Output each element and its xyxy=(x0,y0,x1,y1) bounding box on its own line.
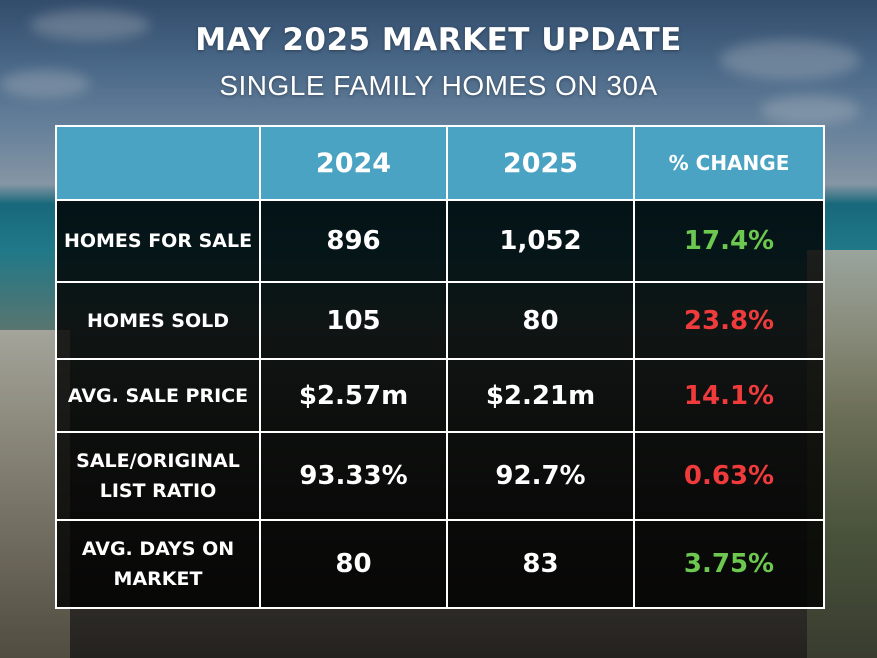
row-label: HOMES FOR SALE xyxy=(55,199,261,283)
percent-change: 14.1% xyxy=(633,358,825,433)
percent-change: 17.4% xyxy=(633,199,825,283)
cloud xyxy=(760,95,860,125)
cloud xyxy=(30,10,150,40)
value-2025: 1,052 xyxy=(446,199,635,283)
header-cell-2025: 2025 xyxy=(446,125,635,201)
value-2025: 83 xyxy=(446,519,635,609)
row-label: SALE/ORIGINAL LIST RATIO xyxy=(55,431,261,521)
table-header-row: 2024 2025 % CHANGE xyxy=(55,125,825,201)
value-2025: 92.7% xyxy=(446,431,635,521)
value-2024: 80 xyxy=(259,519,448,609)
value-2025: 80 xyxy=(446,281,635,360)
cloud xyxy=(720,40,860,80)
percent-change: 3.75% xyxy=(633,519,825,609)
value-2024: 896 xyxy=(259,199,448,283)
table-row: SALE/ORIGINAL LIST RATIO 93.33% 92.7% 0.… xyxy=(55,431,825,521)
market-table: 2024 2025 % CHANGE HOMES FOR SALE 896 1,… xyxy=(55,125,825,609)
row-label: AVG. SALE PRICE xyxy=(55,358,261,433)
percent-change: 0.63% xyxy=(633,431,825,521)
header-cell-2024: 2024 xyxy=(259,125,448,201)
table-row: AVG. SALE PRICE $2.57m $2.21m 14.1% xyxy=(55,358,825,433)
value-2025: $2.21m xyxy=(446,358,635,433)
table-row: HOMES SOLD 105 80 23.8% xyxy=(55,281,825,360)
cloud xyxy=(0,70,90,98)
percent-change: 23.8% xyxy=(633,281,825,360)
page-subtitle: SINGLE FAMILY HOMES ON 30A xyxy=(219,70,658,101)
table-row: HOMES FOR SALE 896 1,052 17.4% xyxy=(55,199,825,283)
row-label: AVG. DAYS ON MARKET xyxy=(55,519,261,609)
value-2024: $2.57m xyxy=(259,358,448,433)
header-cell-change: % CHANGE xyxy=(633,125,825,201)
header-cell-empty xyxy=(55,125,261,201)
value-2024: 105 xyxy=(259,281,448,360)
table-row: AVG. DAYS ON MARKET 80 83 3.75% xyxy=(55,519,825,609)
row-label: HOMES SOLD xyxy=(55,281,261,360)
value-2024: 93.33% xyxy=(259,431,448,521)
page-title: MAY 2025 MARKET UPDATE xyxy=(195,22,682,58)
